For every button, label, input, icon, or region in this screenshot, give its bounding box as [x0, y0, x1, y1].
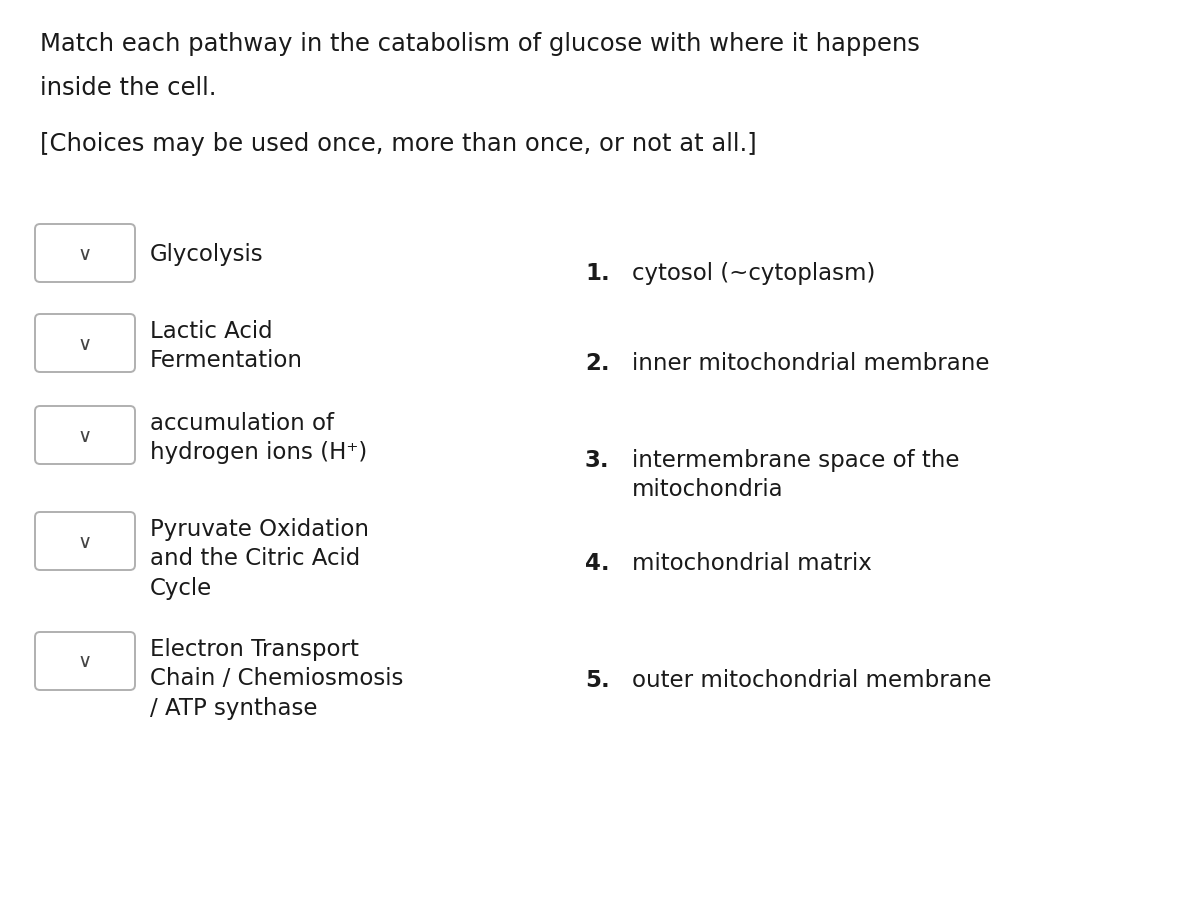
Text: Glycolysis: Glycolysis — [150, 242, 264, 265]
Text: 1.: 1. — [586, 262, 610, 284]
Text: inner mitochondrial membrane: inner mitochondrial membrane — [632, 351, 990, 375]
FancyBboxPatch shape — [35, 406, 134, 464]
Text: outer mitochondrial membrane: outer mitochondrial membrane — [632, 668, 991, 691]
Text: 3.: 3. — [586, 449, 610, 471]
Text: Pyruvate Oxidation
and the Citric Acid
Cycle: Pyruvate Oxidation and the Citric Acid C… — [150, 517, 370, 599]
Text: 5.: 5. — [586, 668, 610, 691]
Text: Match each pathway in the catabolism of glucose with where it happens: Match each pathway in the catabolism of … — [40, 32, 920, 56]
FancyBboxPatch shape — [35, 314, 134, 373]
Text: 2.: 2. — [586, 351, 610, 375]
Text: ∨: ∨ — [78, 426, 92, 445]
Text: ∨: ∨ — [78, 334, 92, 353]
Text: Lactic Acid
Fermentation: Lactic Acid Fermentation — [150, 320, 302, 372]
Text: 4.: 4. — [586, 552, 610, 574]
Text: intermembrane space of the
mitochondria: intermembrane space of the mitochondria — [632, 449, 960, 501]
Text: accumulation of
hydrogen ions (H⁺): accumulation of hydrogen ions (H⁺) — [150, 412, 367, 464]
Text: Electron Transport
Chain / Chemiosmosis
/ ATP synthase: Electron Transport Chain / Chemiosmosis … — [150, 638, 403, 719]
Text: ∨: ∨ — [78, 652, 92, 671]
FancyBboxPatch shape — [35, 632, 134, 690]
Text: [Choices may be used once, more than once, or not at all.]: [Choices may be used once, more than onc… — [40, 132, 757, 156]
Text: inside the cell.: inside the cell. — [40, 76, 216, 100]
Text: ∨: ∨ — [78, 244, 92, 263]
Text: mitochondrial matrix: mitochondrial matrix — [632, 552, 871, 574]
Text: ∨: ∨ — [78, 532, 92, 551]
FancyBboxPatch shape — [35, 512, 134, 571]
Text: cytosol (~cytoplasm): cytosol (~cytoplasm) — [632, 262, 875, 284]
FancyBboxPatch shape — [35, 225, 134, 283]
